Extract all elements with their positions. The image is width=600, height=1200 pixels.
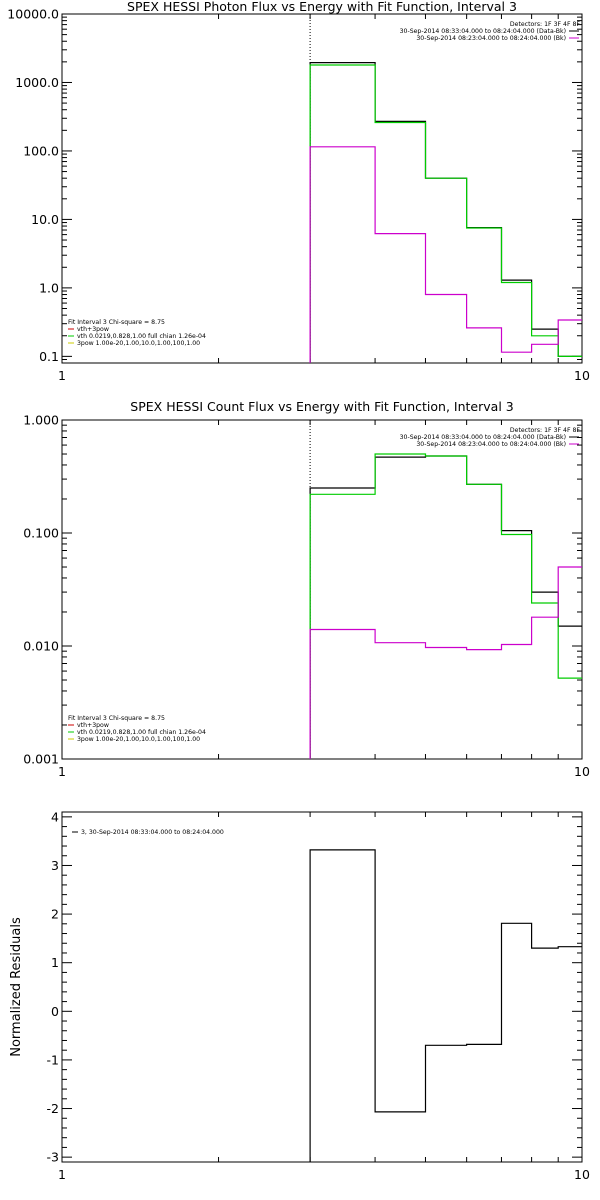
y-tick-label: 0.1 (39, 349, 59, 364)
y-tick-label: 3 (51, 858, 59, 873)
y-tick-label: 1 (51, 955, 59, 970)
y-tick-label: 0.010 (23, 639, 59, 654)
chart-title: SPEX HESSI Photon Flux vs Energy with Fi… (127, 0, 517, 14)
y-tick-label: 0.001 (23, 752, 59, 767)
legend-text: 3pow 1.00e-20,1.00,10.0,1.00,100,1.00 (77, 340, 200, 347)
y-tick-label: 0.100 (23, 526, 59, 541)
y-tick-label: 1.0 (39, 280, 59, 295)
y-tick-label: -3 (47, 1150, 59, 1165)
plot-frame (61, 811, 583, 1163)
legend-text: 3, 30-Sep-2014 08:33:04.000 to 08:24:04.… (81, 829, 224, 836)
legend-text: vth 0.0219,0.828,1.00 full chian 1.26e-0… (77, 729, 206, 736)
legend-text: vth 0.0219,0.828,1.00 full chian 1.26e-0… (77, 333, 206, 340)
y-tick-label: 2 (51, 907, 59, 922)
series-1-line (309, 64, 582, 363)
y-axis-label: Normalized Residuals (9, 917, 24, 1057)
plot-frame (61, 419, 583, 760)
x-tick-label: 1 (58, 368, 66, 383)
x-tick-label: 10 (574, 1167, 590, 1182)
legend-text: Detectors: 1F 3F 4F 8F (510, 427, 581, 434)
legend-text: 30-Sep-2014 08:23:04.000 to 08:24:04.000… (416, 35, 566, 42)
plot-frame (61, 13, 583, 364)
y-tick-label: -2 (47, 1101, 59, 1116)
series-0-line (309, 455, 582, 759)
legend-text: Detectors: 1F 3F 4F 8F (510, 21, 581, 28)
legend-text: Fit Interval 3 Chi-square = 8.75 (68, 319, 165, 326)
y-tick-label: 10.0 (31, 212, 59, 227)
legend-text: vth+3pow (77, 722, 109, 729)
y-tick-label: 10000.0 (7, 7, 59, 22)
x-tick-label: 10 (574, 368, 590, 383)
y-tick-label: 1.000 (23, 413, 59, 428)
legend-text: 3pow 1.00e-20,1.00,10.0,1.00,100,1.00 (77, 736, 200, 743)
count-flux-chart: SPEX HESSI Count Flux vs Energy with Fit… (23, 399, 590, 779)
y-tick-label: 100.0 (23, 143, 59, 158)
x-tick-label: 10 (574, 764, 590, 779)
series-2-line (309, 566, 582, 759)
x-tick-label: 1 (58, 764, 66, 779)
photon-flux-chart: SPEX HESSI Photon Flux vs Energy with Fi… (7, 0, 590, 383)
series-2-line (309, 146, 582, 363)
y-tick-label: 0 (51, 1004, 59, 1019)
y-tick-label: 1000.0 (15, 75, 59, 90)
legend-text: 30-Sep-2014 08:33:04.000 to 08:24:04.000… (400, 28, 566, 35)
series-1-line (309, 453, 582, 759)
chart-title: SPEX HESSI Count Flux vs Energy with Fit… (130, 399, 513, 414)
series-0-line (309, 62, 582, 363)
legend-text: Fit Interval 3 Chi-square = 8.75 (68, 715, 165, 722)
series-0-line (309, 849, 582, 1162)
y-tick-label: -1 (47, 1052, 59, 1067)
y-tick-label: 4 (51, 809, 59, 824)
normalized-residuals-chart: 1 10 -3 -2 -1 0 1 2 3 4 Normalized Residuals 3, 30-… (9, 809, 590, 1182)
x-tick-label: 1 (58, 1167, 66, 1182)
legend-text: vth+3pow (77, 326, 109, 333)
legend-text: 30-Sep-2014 08:33:04.000 to 08:24:04.000… (400, 434, 566, 441)
legend-text: 30-Sep-2014 08:23:04.000 to 08:24:04.000… (416, 441, 566, 448)
